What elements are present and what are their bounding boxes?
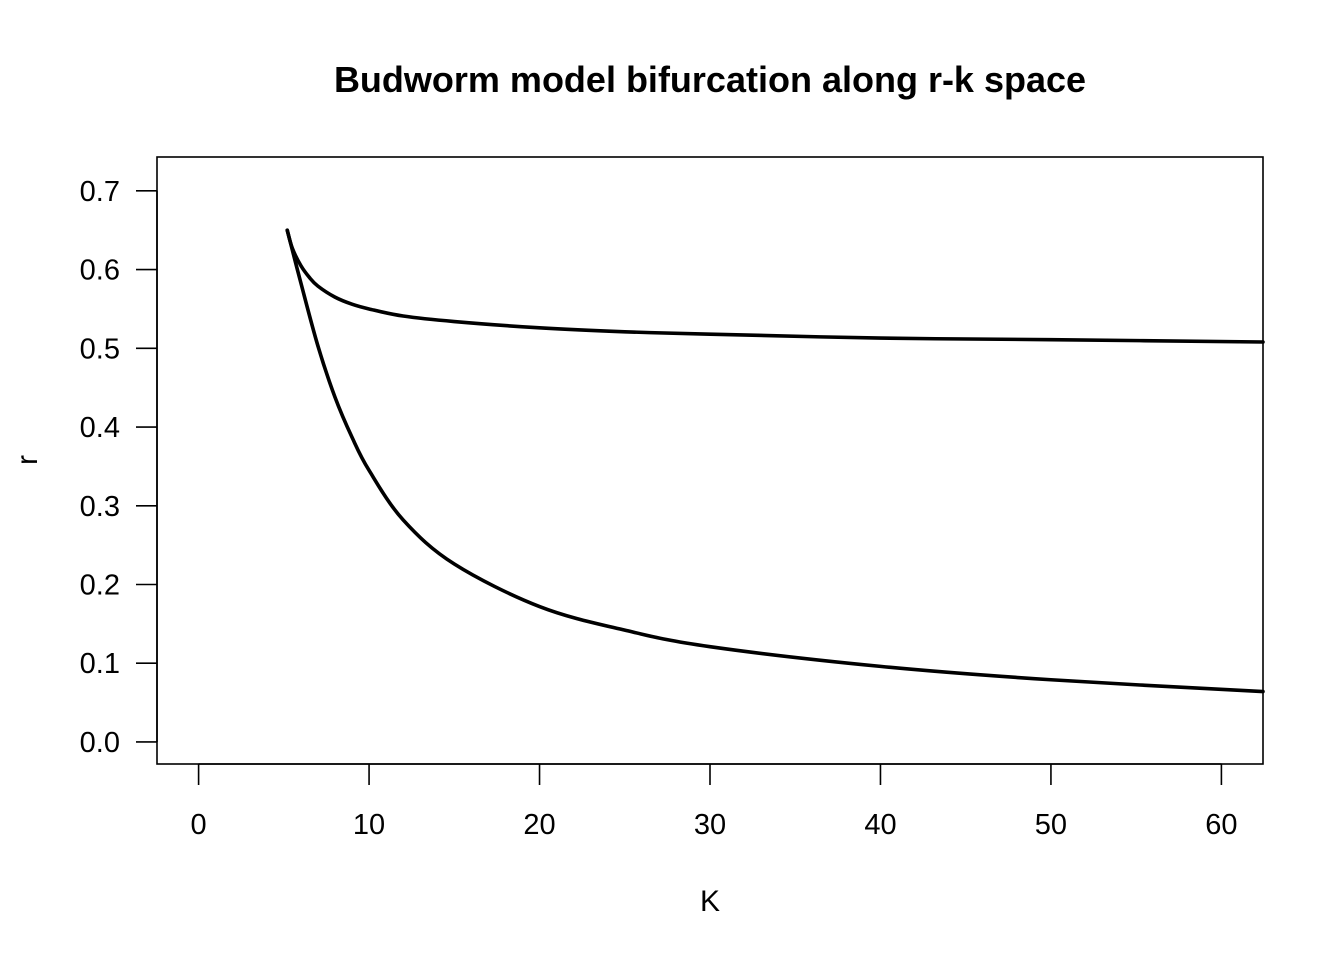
x-tick-label: 60 (1205, 809, 1237, 841)
y-axis-label: r (11, 455, 44, 465)
y-tick-label: 0.1 (80, 648, 120, 680)
y-tick-label: 0.0 (80, 727, 120, 759)
y-tick-label: 0.2 (80, 569, 120, 601)
plot-frame (156, 156, 1264, 765)
x-axis-label: K (700, 885, 720, 918)
x-tick-label: 10 (353, 809, 385, 841)
x-tick-label: 30 (694, 809, 726, 841)
series-line-2 (285, 228, 1265, 694)
y-axis: 0.0 0.1 0.2 0.3 0.4 0.5 0.6 0.7 (80, 176, 158, 759)
y-tick-label: 0.4 (80, 412, 120, 444)
x-tick-label: 0 (191, 809, 207, 841)
chart-title: Budworm model bifurcation along r-k spac… (334, 59, 1086, 100)
x-tick-label: 40 (864, 809, 896, 841)
series-line-1 (285, 228, 1265, 344)
x-axis: 0 10 20 30 40 50 60 (191, 763, 1238, 841)
series-layer (285, 228, 1265, 694)
y-tick-label: 0.3 (80, 491, 120, 523)
y-tick-label: 0.7 (80, 176, 120, 208)
y-tick-label: 0.5 (80, 333, 120, 365)
x-tick-label: 20 (523, 809, 555, 841)
x-tick-label: 50 (1035, 809, 1067, 841)
y-tick-label: 0.6 (80, 255, 120, 287)
